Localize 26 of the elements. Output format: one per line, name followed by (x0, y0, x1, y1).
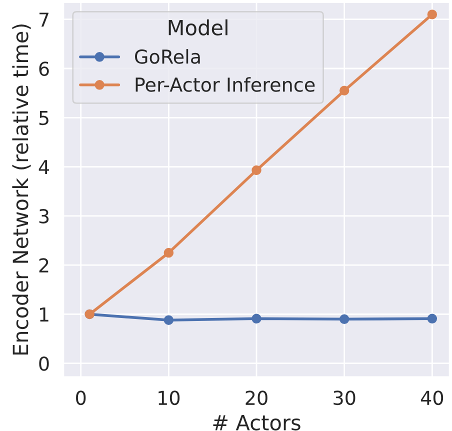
y-tick-label: 4 (38, 160, 50, 174)
x-tick-label: 0 (76, 390, 86, 406)
x-tick-label: 10 (158, 390, 180, 406)
y-tick-label: 1 (40, 308, 48, 322)
x-tick-label: 20 (246, 390, 268, 406)
point (427, 314, 438, 324)
y-axis-title: Encoder Network (relative time) (12, 24, 31, 355)
point (339, 314, 350, 324)
y-tick-label: 5 (39, 110, 48, 126)
x-tick-label: 30 (334, 390, 356, 406)
y-tick-label: 3 (39, 209, 49, 224)
y-tick-label: 6 (39, 62, 49, 76)
y-tick-label: 2 (39, 258, 48, 272)
x-axis-title: # Actors (213, 415, 300, 430)
point (427, 10, 438, 20)
legend-label: Per-Actor Inference (136, 77, 315, 92)
legend-label: GoRela (135, 49, 200, 64)
point (164, 248, 174, 258)
point (339, 86, 350, 96)
x-tick-label: 40 (420, 390, 444, 406)
y-tick-label: 7 (40, 12, 48, 27)
point (252, 314, 262, 324)
y-tick-label: 0 (39, 356, 49, 371)
point (164, 315, 174, 325)
legend-title: Model (168, 19, 228, 36)
point (252, 165, 262, 176)
